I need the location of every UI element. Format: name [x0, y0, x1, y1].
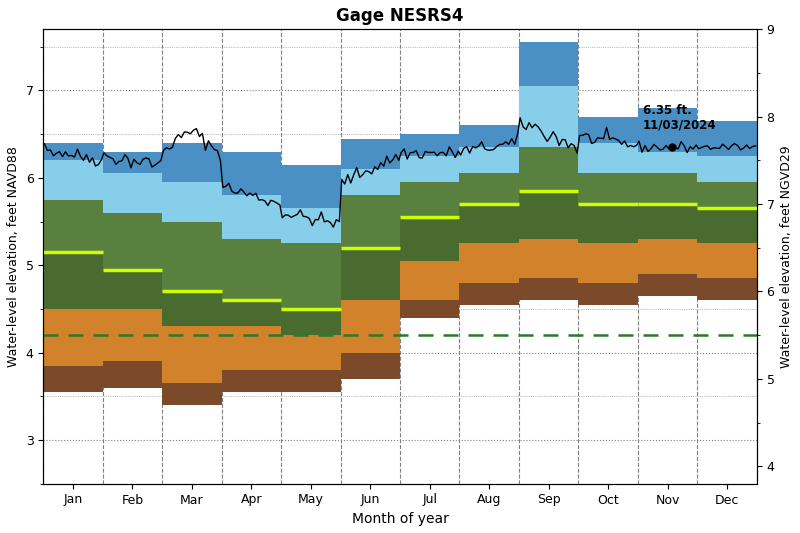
- Bar: [281, 208, 341, 244]
- Bar: [43, 143, 102, 160]
- Bar: [222, 326, 281, 370]
- Bar: [43, 200, 102, 252]
- Bar: [519, 147, 578, 191]
- Bar: [400, 217, 459, 261]
- Bar: [578, 143, 638, 174]
- Bar: [698, 121, 757, 156]
- Bar: [638, 174, 698, 204]
- Y-axis label: Water-level elevation, feet NGVD29: Water-level elevation, feet NGVD29: [780, 145, 793, 368]
- Bar: [102, 213, 162, 270]
- Bar: [519, 278, 578, 300]
- Bar: [102, 361, 162, 387]
- Bar: [638, 108, 698, 152]
- X-axis label: Month of year: Month of year: [351, 512, 449, 526]
- Bar: [102, 309, 162, 361]
- Bar: [698, 244, 757, 278]
- Bar: [102, 152, 162, 174]
- Bar: [400, 182, 459, 217]
- Bar: [459, 125, 519, 147]
- Bar: [281, 244, 341, 309]
- Bar: [400, 156, 459, 182]
- Bar: [162, 222, 222, 292]
- Bar: [43, 160, 102, 200]
- Bar: [281, 370, 341, 392]
- Bar: [43, 366, 102, 392]
- Bar: [222, 152, 281, 196]
- Bar: [222, 196, 281, 239]
- Bar: [162, 182, 222, 222]
- Bar: [162, 326, 222, 383]
- Bar: [222, 370, 281, 392]
- Bar: [162, 292, 222, 326]
- Bar: [162, 383, 222, 405]
- Bar: [578, 204, 638, 244]
- Bar: [578, 174, 638, 204]
- Bar: [400, 261, 459, 300]
- Bar: [102, 174, 162, 213]
- Bar: [281, 309, 341, 335]
- Bar: [519, 86, 578, 147]
- Bar: [400, 300, 459, 318]
- Bar: [341, 353, 400, 379]
- Bar: [281, 335, 341, 370]
- Bar: [281, 165, 341, 208]
- Bar: [638, 152, 698, 174]
- Bar: [222, 300, 281, 326]
- Bar: [578, 117, 638, 143]
- Bar: [43, 309, 102, 366]
- Bar: [341, 248, 400, 300]
- Title: Gage NESRS4: Gage NESRS4: [336, 7, 464, 25]
- Bar: [43, 252, 102, 309]
- Bar: [341, 139, 400, 169]
- Bar: [698, 278, 757, 300]
- Bar: [341, 169, 400, 196]
- Bar: [341, 300, 400, 353]
- Bar: [459, 282, 519, 304]
- Bar: [222, 239, 281, 300]
- Bar: [459, 147, 519, 174]
- Bar: [519, 239, 578, 278]
- Bar: [459, 174, 519, 204]
- Bar: [638, 204, 698, 239]
- Bar: [459, 204, 519, 244]
- Bar: [698, 182, 757, 208]
- Bar: [519, 191, 578, 239]
- Bar: [341, 196, 400, 248]
- Bar: [698, 156, 757, 182]
- Bar: [578, 282, 638, 304]
- Bar: [638, 239, 698, 274]
- Y-axis label: Water-level elevation, feet NAVD88: Water-level elevation, feet NAVD88: [7, 146, 20, 367]
- Bar: [519, 43, 578, 86]
- Bar: [578, 244, 638, 282]
- Bar: [459, 244, 519, 282]
- Bar: [400, 134, 459, 156]
- Bar: [698, 208, 757, 244]
- Bar: [162, 143, 222, 182]
- Bar: [638, 274, 698, 296]
- Text: 6.35 ft.
11/03/2024: 6.35 ft. 11/03/2024: [642, 103, 716, 132]
- Bar: [102, 270, 162, 309]
